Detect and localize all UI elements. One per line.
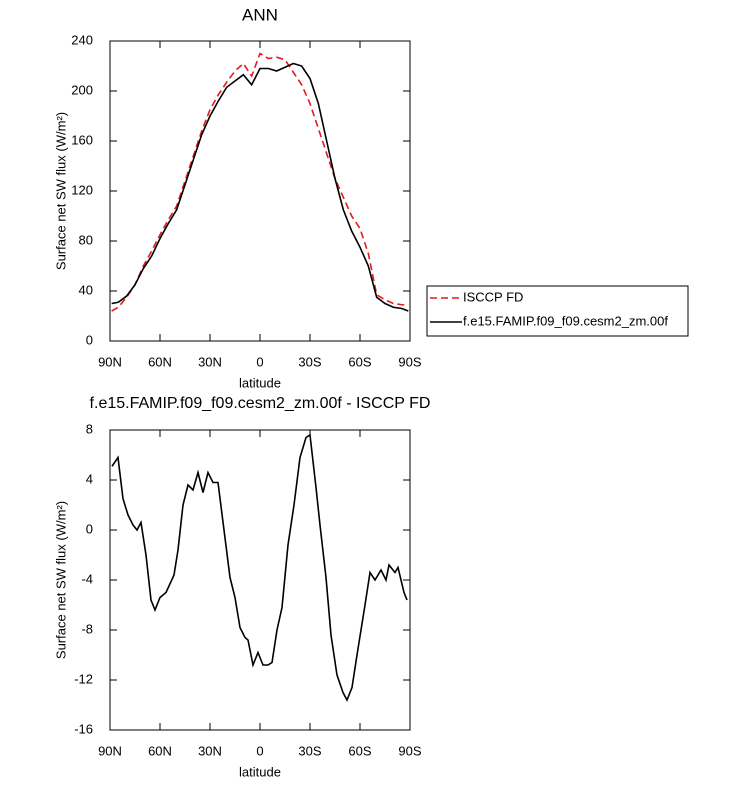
y-tick-label: -12 xyxy=(74,671,93,686)
data-line xyxy=(111,52,409,312)
y-tick-label: 4 xyxy=(86,471,93,486)
y-axis-label: Surface net SW flux (W/m²) xyxy=(53,112,68,270)
y-tick-label: -16 xyxy=(74,721,93,736)
y-tick-label: 80 xyxy=(79,232,93,247)
legend-label: f.e15.FAMIP.f09_f09.cesm2_zm.00f xyxy=(463,313,668,328)
x-tick-label: 90S xyxy=(398,354,421,369)
x-tick-label: 30N xyxy=(198,743,222,758)
y-tick-label: 200 xyxy=(71,82,93,97)
x-tick-label: 60N xyxy=(148,354,172,369)
y-tick-label: 120 xyxy=(71,182,93,197)
plot-frame xyxy=(109,40,411,342)
data-line xyxy=(111,62,409,312)
legend-label: ISCCP FD xyxy=(463,289,523,304)
y-tick-label: 8 xyxy=(86,421,93,436)
x-axis-label: latitude xyxy=(239,764,281,779)
y-tick-label: 0 xyxy=(86,521,93,536)
x-tick-label: 0 xyxy=(256,354,263,369)
x-tick-label: 90N xyxy=(98,354,122,369)
y-tick-label: 40 xyxy=(79,282,93,297)
y-tick-label: -4 xyxy=(81,571,93,586)
y-tick-label: 160 xyxy=(71,132,93,147)
x-tick-label: 90S xyxy=(398,743,421,758)
y-tick-label: 240 xyxy=(71,32,93,47)
y-tick-label: 0 xyxy=(86,332,93,347)
y-tick-label: -8 xyxy=(81,621,93,636)
legend-box xyxy=(426,285,689,337)
y-axis-label: Surface net SW flux (W/m²) xyxy=(53,501,68,659)
chart-title: ANN xyxy=(242,5,278,24)
x-tick-label: 60S xyxy=(348,354,371,369)
x-tick-label: 60S xyxy=(348,743,371,758)
x-tick-label: 30N xyxy=(198,354,222,369)
x-tick-label: 60N xyxy=(148,743,172,758)
x-tick-label: 30S xyxy=(298,743,321,758)
x-tick-label: 90N xyxy=(98,743,122,758)
x-tick-label: 0 xyxy=(256,743,263,758)
x-axis-label: latitude xyxy=(239,375,281,390)
chart-title: f.e15.FAMIP.f09_f09.cesm2_zm.00f - ISCCP… xyxy=(90,395,431,412)
data-line xyxy=(111,433,408,702)
plot-frame xyxy=(109,429,411,731)
x-tick-label: 30S xyxy=(298,354,321,369)
